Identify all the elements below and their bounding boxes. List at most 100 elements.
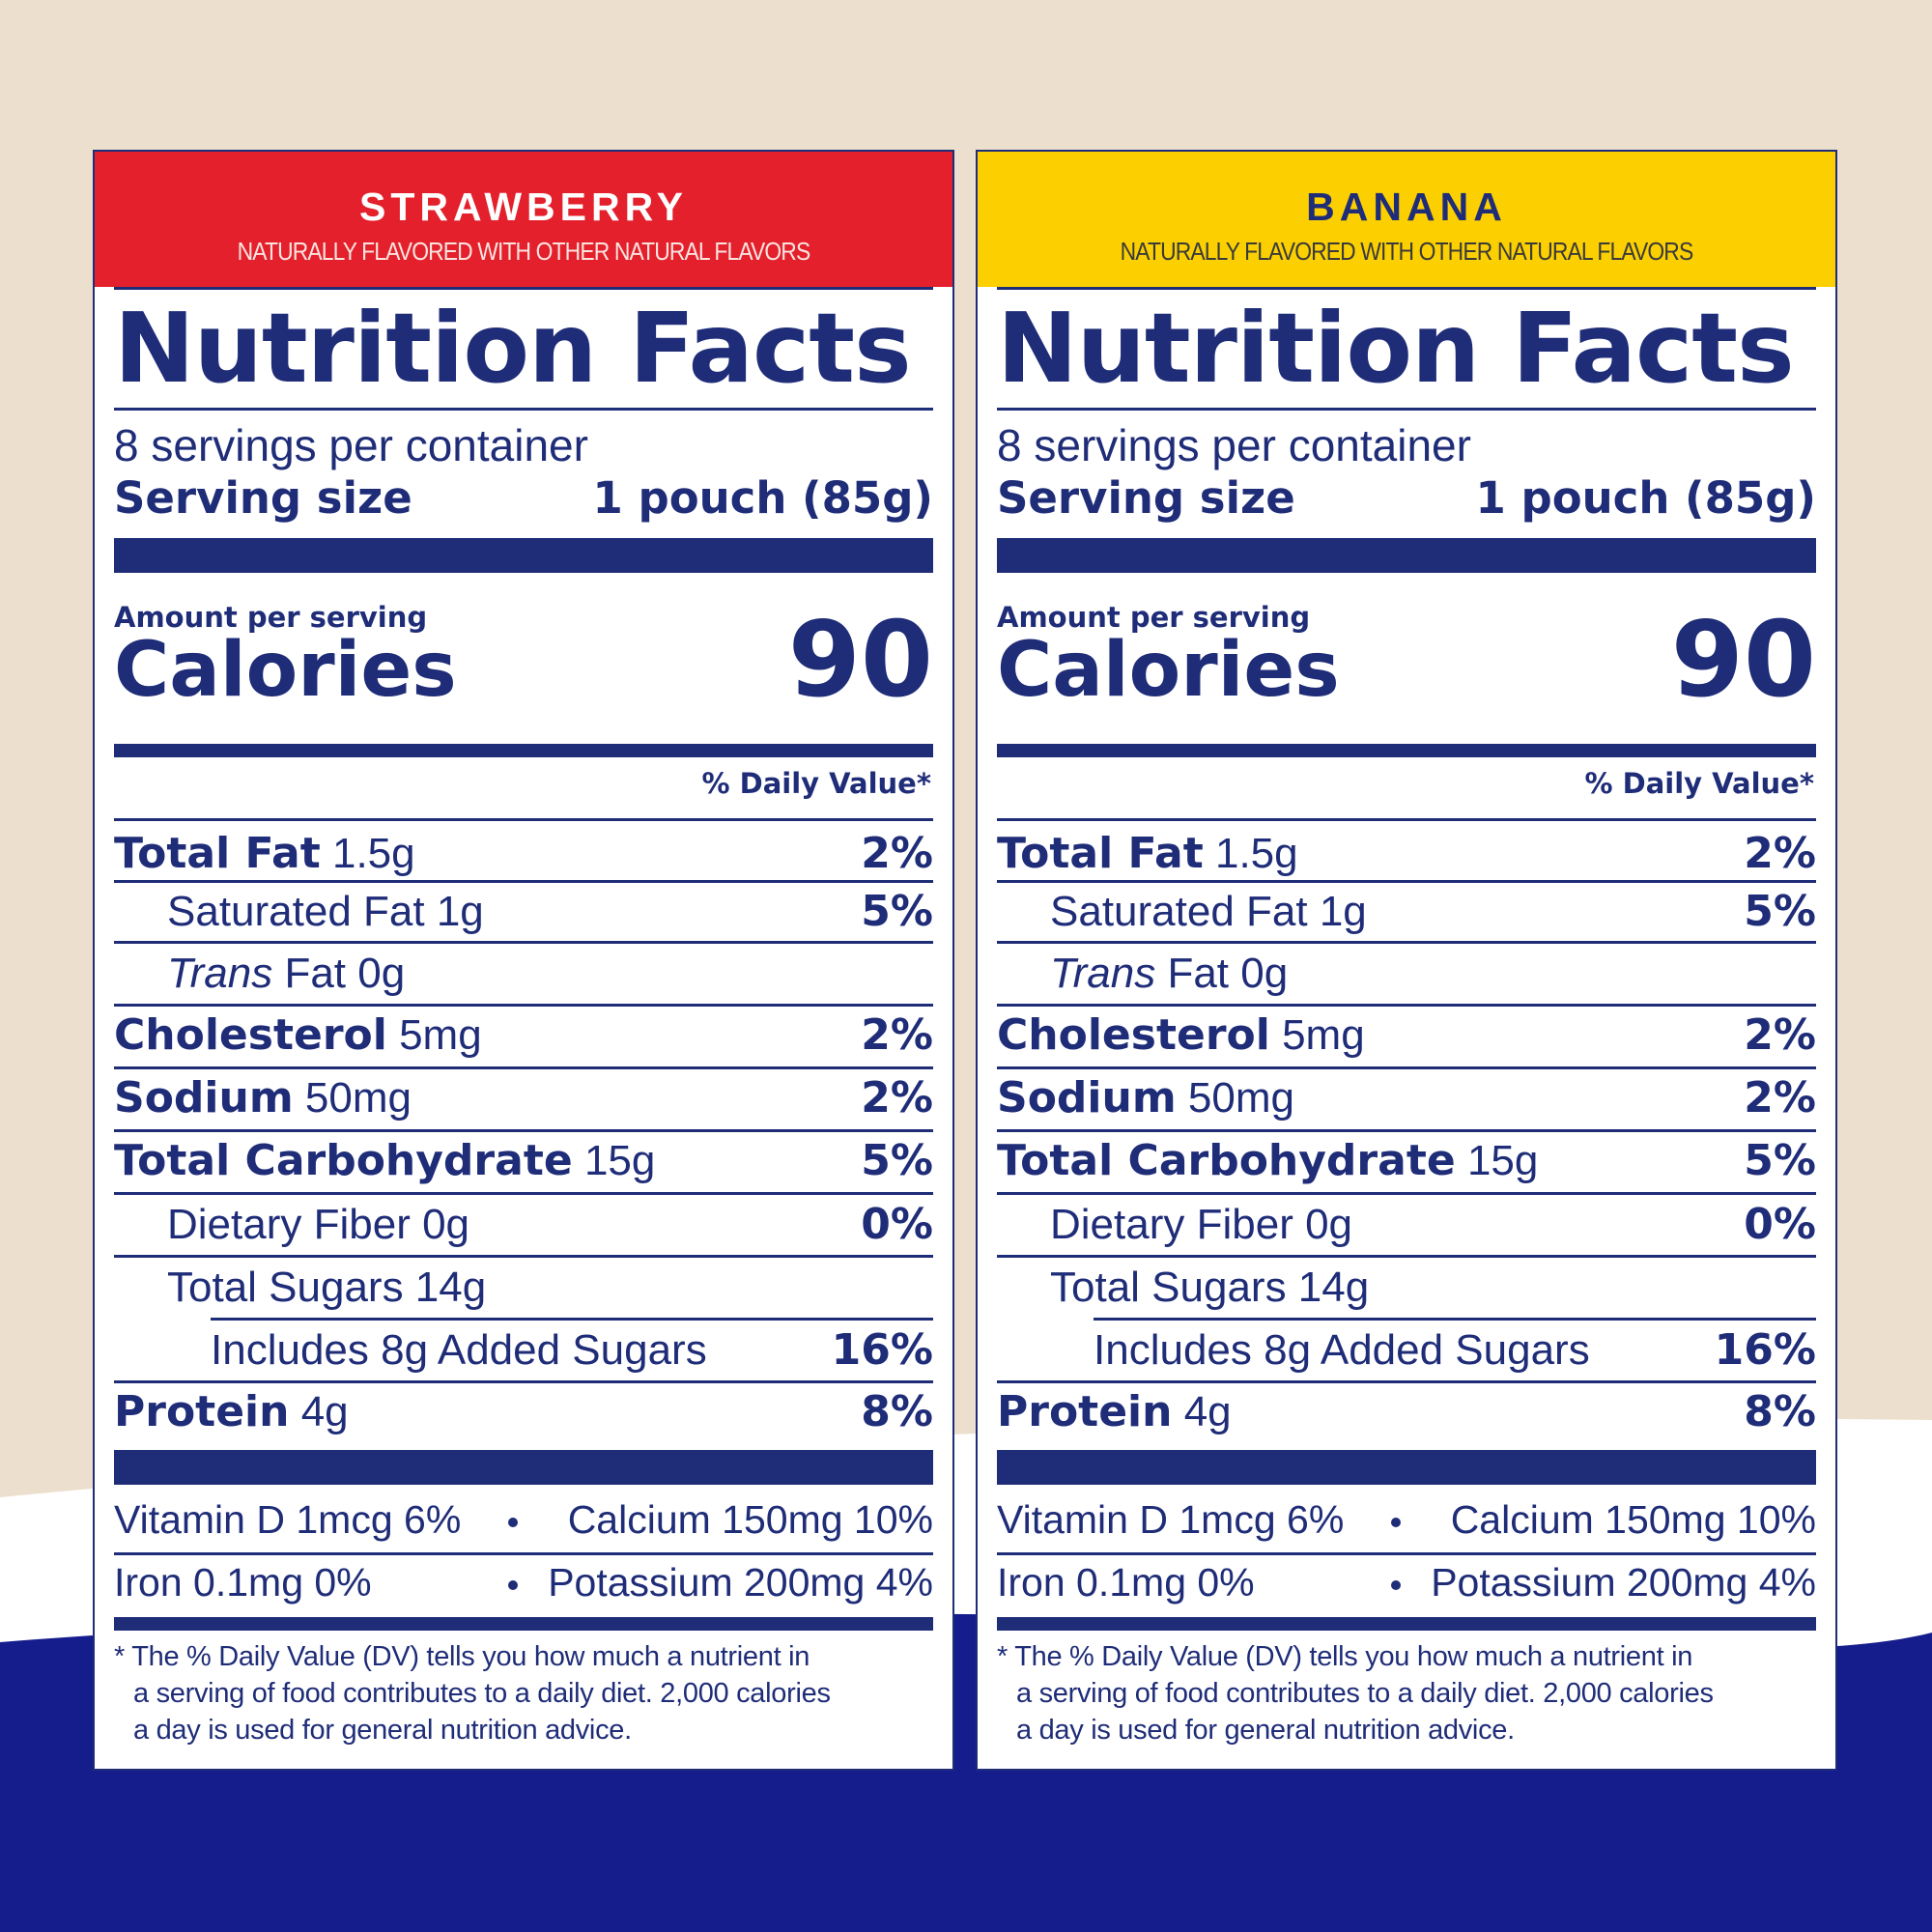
nutrient-total-fat: Total Fat 1.5g [114, 829, 415, 878]
footnote-line: * The % Daily Value (DV) tells you how m… [997, 1641, 1693, 1672]
amount-per-serving: Amount per serving [997, 601, 1311, 634]
nutrient-total-fat: Total Fat 1.5g [997, 829, 1298, 878]
nutrient-added-sugars: Includes 8g Added Sugars [1094, 1326, 1590, 1374]
serving-size-label: Serving size [114, 472, 412, 524]
nutrient-saturated-fat: Saturated Fat 1g [167, 888, 484, 935]
row-divider [997, 941, 1816, 944]
nutrient-cholesterol: Cholesterol 5mg [114, 1010, 482, 1060]
flavor-header: STRAWBERRY NATURALLY FLAVORED WITH OTHER… [95, 152, 952, 287]
footnote-line: a serving of food contributes to a daily… [133, 1678, 831, 1709]
thick-divider [997, 538, 1816, 573]
dv-total-carbohydrate: 5% [861, 1136, 933, 1185]
row-divider [997, 1552, 1816, 1555]
dv-total-fat: 2% [1744, 829, 1816, 878]
potassium: Potassium 200mg 4% [548, 1560, 933, 1605]
dv-saturated-fat: 5% [861, 887, 933, 936]
calcium: Calcium 150mg 10% [567, 1497, 933, 1542]
dv-added-sugars: 16% [1714, 1325, 1816, 1375]
row-divider [114, 1255, 933, 1258]
footnote-line: a day is used for general nutrition advi… [133, 1715, 632, 1746]
nutrient-total-sugars: Total Sugars 14g [167, 1264, 487, 1311]
row-divider [114, 1192, 933, 1195]
thick-divider [997, 1450, 1816, 1485]
serving-size-value: 1 pouch (85g) [1475, 472, 1817, 524]
bullet-dot [508, 1580, 518, 1590]
nutrient-trans-fat: Trans Fat 0g [167, 950, 406, 997]
nutrient-saturated-fat: Saturated Fat 1g [1050, 888, 1367, 935]
nutrient-protein: Protein 4g [114, 1387, 349, 1436]
dv-cholesterol: 2% [1744, 1010, 1816, 1060]
bullet-dot [508, 1518, 518, 1527]
row-divider [1094, 1318, 1816, 1321]
dv-added-sugars: 16% [831, 1325, 933, 1375]
dv-dietary-fiber: 0% [861, 1200, 933, 1249]
flavor-note: NATURALLY FLAVORED WITH OTHER NATURAL FL… [1120, 237, 1694, 266]
divider [997, 408, 1816, 411]
dv-sodium: 2% [861, 1073, 933, 1122]
nutrition-panel-banana: BANANA NATURALLY FLAVORED WITH OTHER NAT… [976, 150, 1837, 1771]
nutrition-label: Nutrition Facts 8 servings per container… [114, 287, 933, 1769]
bullet-dot [1391, 1518, 1401, 1527]
vitamin-d: Vitamin D 1mcg 6% [114, 1497, 462, 1542]
serving-size-label: Serving size [997, 472, 1295, 524]
dv-total-fat: 2% [861, 829, 933, 878]
row-divider [997, 1380, 1816, 1383]
row-divider [114, 818, 933, 821]
medium-divider [114, 1617, 933, 1631]
daily-value-header: % Daily Value* [701, 767, 931, 800]
nutrition-label: Nutrition Facts 8 servings per container… [997, 287, 1816, 1769]
nutrient-total-carbohydrate: Total Carbohydrate 15g [114, 1136, 656, 1185]
footnote-line: * The % Daily Value (DV) tells you how m… [114, 1641, 810, 1672]
nutrition-facts-title: Nutrition Facts [114, 292, 912, 405]
vitamin-d: Vitamin D 1mcg 6% [997, 1497, 1345, 1542]
row-divider [114, 1552, 933, 1555]
iron: Iron 0.1mg 0% [997, 1560, 1255, 1605]
bullet-dot [1391, 1580, 1401, 1590]
thick-divider [114, 1450, 933, 1485]
dv-total-carbohydrate: 5% [1744, 1136, 1816, 1185]
footnote-line: a day is used for general nutrition advi… [1016, 1715, 1515, 1746]
dv-dietary-fiber: 0% [1744, 1200, 1816, 1249]
nutrient-total-carbohydrate: Total Carbohydrate 15g [997, 1136, 1539, 1185]
row-divider [997, 880, 1816, 883]
row-divider [997, 1255, 1816, 1258]
row-divider [114, 1066, 933, 1069]
medium-divider [114, 744, 933, 757]
dv-protein: 8% [861, 1387, 933, 1436]
row-divider [997, 1129, 1816, 1132]
thick-divider [114, 538, 933, 573]
nutrient-trans-fat: Trans Fat 0g [1050, 950, 1289, 997]
nutrient-protein: Protein 4g [997, 1387, 1232, 1436]
row-divider [114, 1129, 933, 1132]
row-divider [997, 1004, 1816, 1007]
dv-cholesterol: 2% [861, 1010, 933, 1060]
flavor-name: STRAWBERRY [358, 185, 689, 229]
divider [114, 408, 933, 411]
servings-per-container: 8 servings per container [114, 420, 588, 470]
nutrient-sodium: Sodium 50mg [997, 1073, 1294, 1122]
nutrient-dietary-fiber: Dietary Fiber 0g [167, 1201, 470, 1248]
amount-per-serving: Amount per serving [114, 601, 428, 634]
calories-value: 90 [1670, 600, 1816, 721]
calories-label: Calories [114, 627, 457, 714]
daily-value-header: % Daily Value* [1584, 767, 1814, 800]
row-divider [114, 941, 933, 944]
row-divider [114, 880, 933, 883]
row-divider [114, 1004, 933, 1007]
row-divider [997, 1192, 1816, 1195]
iron: Iron 0.1mg 0% [114, 1560, 372, 1605]
potassium: Potassium 200mg 4% [1431, 1560, 1816, 1605]
footnote-line: a serving of food contributes to a daily… [1016, 1678, 1714, 1709]
flavor-header: BANANA NATURALLY FLAVORED WITH OTHER NAT… [978, 152, 1835, 287]
nutrient-dietary-fiber: Dietary Fiber 0g [1050, 1201, 1353, 1248]
row-divider [114, 1380, 933, 1383]
dv-saturated-fat: 5% [1744, 887, 1816, 936]
calcium: Calcium 150mg 10% [1450, 1497, 1816, 1542]
medium-divider [997, 1617, 1816, 1631]
row-divider [211, 1318, 933, 1321]
calories-label: Calories [997, 627, 1340, 714]
flavor-name: BANANA [1306, 185, 1507, 229]
row-divider [997, 1066, 1816, 1069]
servings-per-container: 8 servings per container [997, 420, 1471, 470]
row-divider [997, 818, 1816, 821]
